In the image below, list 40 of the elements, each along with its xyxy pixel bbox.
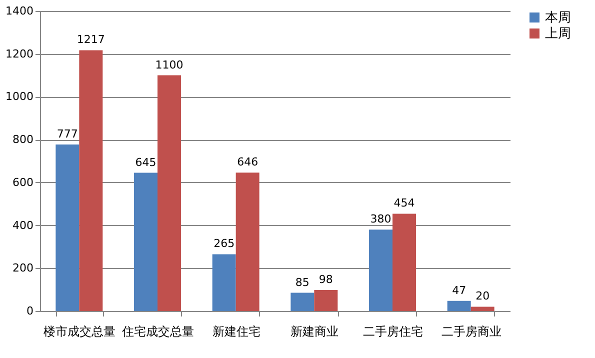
data-label: 1217 [76,33,105,46]
data-label: 98 [318,273,333,286]
data-label: 645 [135,156,156,169]
y-tick-label: 800 [12,133,34,146]
bar [56,144,80,311]
x-tick-label: 住宅成交总量 [121,324,194,338]
y-tick-label: 600 [12,176,34,189]
legend-label: 本周 [545,10,571,26]
data-label: 47 [452,284,466,297]
bar [290,292,314,311]
bar [134,172,158,311]
data-label: 85 [295,276,310,289]
bar [158,75,181,311]
y-tick-label: 1000 [6,90,34,104]
data-label: 646 [237,156,258,169]
data-label: 454 [394,196,415,210]
bar [447,300,471,311]
bar [314,290,338,311]
x-tick-label: 楼市成交总量 [44,324,116,338]
y-tick-label: 1400 [6,4,34,18]
bar [212,254,236,311]
x-tick-label: 二手房住宅 [363,324,423,338]
data-label: 1100 [155,58,184,72]
bar [79,50,103,311]
y-tick-label: 0 [26,304,34,318]
y-tick-label: 200 [12,262,34,275]
bar [369,230,392,311]
x-tick-label: 二手房商业 [441,324,502,338]
data-label: 380 [370,212,392,226]
bar [236,172,260,311]
data-label: 265 [214,237,235,250]
y-tick-label: 400 [12,218,34,232]
data-label: 20 [476,290,490,303]
bar [470,306,494,311]
y-tick-label: 1200 [6,47,34,60]
bar [392,214,416,311]
legend-label: 上周 [545,26,571,42]
data-label: 777 [56,128,78,140]
x-tick-label: 新建商业 [290,324,339,338]
x-tick-label: 新建住宅 [212,324,260,338]
